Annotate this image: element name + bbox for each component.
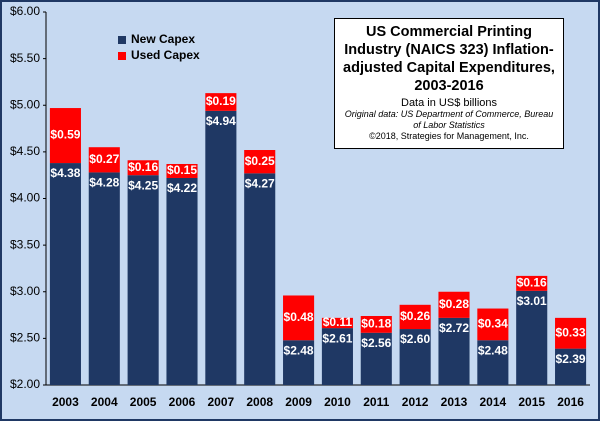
bar-segment <box>438 317 470 385</box>
bar-segment <box>360 332 392 385</box>
data-label: $0.26 <box>400 309 430 323</box>
y-tick-label: $4.00 <box>10 191 40 205</box>
data-label: $4.22 <box>167 181 197 195</box>
data-label: $0.18 <box>361 317 391 331</box>
bar-segment <box>516 290 548 385</box>
bar-segment <box>360 315 392 333</box>
data-label: $2.48 <box>284 343 314 357</box>
bar-segment <box>321 317 353 329</box>
x-tick-label: 2005 <box>130 395 157 409</box>
data-label: $4.27 <box>245 176 275 190</box>
bar-segment <box>49 163 81 385</box>
x-tick-label: 2006 <box>169 395 196 409</box>
x-tick-label: 2003 <box>52 395 79 409</box>
data-label: $2.56 <box>361 336 391 350</box>
data-label: $0.19 <box>206 94 236 108</box>
x-tick-label: 2014 <box>480 395 507 409</box>
data-label: $2.48 <box>478 343 508 357</box>
x-tick-label: 2012 <box>402 395 429 409</box>
legend-swatch <box>118 36 126 44</box>
data-label: $0.27 <box>89 152 119 166</box>
y-tick-label: $5.50 <box>10 51 40 65</box>
x-tick-label: 2010 <box>324 395 351 409</box>
data-label: $0.34 <box>478 317 508 331</box>
bar-segment <box>283 295 315 341</box>
bar-segment <box>477 308 509 341</box>
y-tick-label: $2.50 <box>10 331 40 345</box>
bar-segment <box>49 108 81 164</box>
x-tick-label: 2009 <box>285 395 312 409</box>
bar-segment <box>516 275 548 291</box>
data-label: $4.38 <box>50 166 80 180</box>
data-label: $4.94 <box>206 114 236 128</box>
y-tick-label: $5.00 <box>10 97 40 111</box>
source-note: Original data: US Department of Commerce… <box>344 109 554 130</box>
bar-segment <box>438 291 470 318</box>
bar-segment <box>88 147 120 173</box>
x-tick-label: 2007 <box>208 395 235 409</box>
y-tick-label: $2.00 <box>10 377 40 391</box>
data-label: $2.61 <box>322 331 352 345</box>
x-tick-label: 2011 <box>363 395 389 409</box>
x-tick-label: 2004 <box>91 395 118 409</box>
bar-segment <box>399 329 431 385</box>
bar-segment <box>477 340 509 385</box>
data-label: $0.15 <box>167 163 197 177</box>
bar-segment <box>205 110 237 385</box>
bar-segment <box>555 348 587 385</box>
data-label: $0.16 <box>128 160 158 174</box>
bar-segment <box>205 93 237 111</box>
legend-label: Used Capex <box>131 48 200 62</box>
data-label: $3.01 <box>517 294 547 308</box>
data-label: $2.72 <box>439 321 469 335</box>
legend-swatch <box>118 52 126 60</box>
bar-segment <box>555 317 587 349</box>
data-label: $0.16 <box>517 276 547 290</box>
subtitle: Data in US$ billions <box>401 97 497 109</box>
bar-segment <box>244 173 276 385</box>
x-tick-label: 2008 <box>246 395 273 409</box>
bar-segment <box>166 163 198 178</box>
data-label: $4.28 <box>89 176 119 190</box>
bar-segment <box>283 340 315 385</box>
bar-segment <box>244 150 276 174</box>
y-tick-label: $3.00 <box>10 284 40 298</box>
bar-segment <box>321 328 353 385</box>
title-box: US Commercial Printing Industry (NAICS 3… <box>334 18 564 149</box>
data-label: $0.59 <box>50 128 80 142</box>
bar-segment <box>127 175 159 385</box>
y-tick-label: $4.50 <box>10 144 40 158</box>
y-tick-label: $6.00 <box>10 4 40 18</box>
data-label: $0.48 <box>284 310 314 324</box>
chart-title: US Commercial Printing Industry (NAICS 3… <box>343 24 555 94</box>
copyright: ©2018, Strategies for Management, Inc. <box>369 131 529 141</box>
data-label: $4.25 <box>128 178 158 192</box>
bar-segment <box>127 160 159 176</box>
data-label: $0.25 <box>245 154 275 168</box>
bar-segment <box>399 304 431 330</box>
data-label: $2.60 <box>400 332 430 346</box>
x-tick-label: 2016 <box>557 395 584 409</box>
bar-segment <box>166 177 198 385</box>
data-label: $0.11 <box>323 315 353 329</box>
x-tick-label: 2015 <box>518 395 545 409</box>
x-tick-label: 2013 <box>441 395 468 409</box>
legend-label: New Capex <box>131 32 195 46</box>
data-label: $0.28 <box>439 297 469 311</box>
data-label: $2.39 <box>556 352 586 366</box>
data-label: $0.33 <box>556 325 586 339</box>
y-tick-label: $3.50 <box>10 237 40 251</box>
bar-segment <box>88 172 120 385</box>
